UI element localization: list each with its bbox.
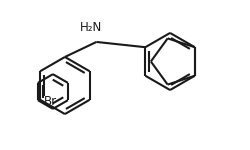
Text: H₂N: H₂N (80, 21, 102, 34)
Text: Br: Br (44, 95, 57, 108)
